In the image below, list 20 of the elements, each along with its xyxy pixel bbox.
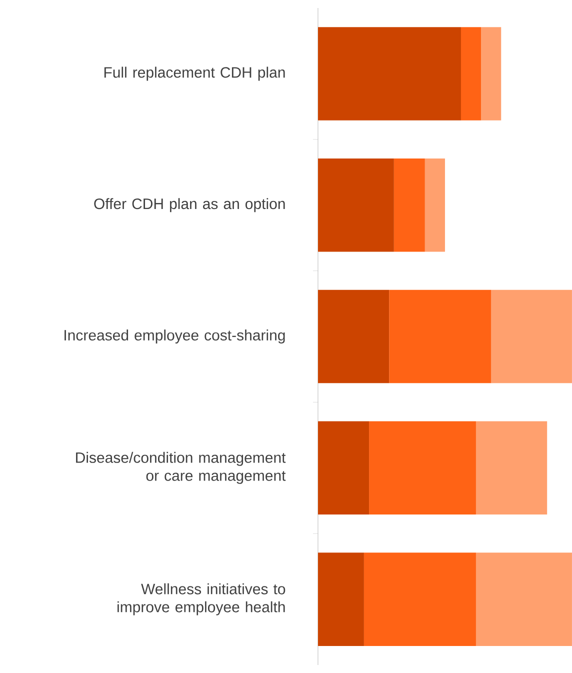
bar [318,290,390,384]
bar [318,27,461,120]
bar [364,552,476,646]
y-tick-label: Disease/condition management or care management [76,452,286,484]
y-tick-label: Offer CDH plan as an option [94,198,285,212]
bar [369,421,476,515]
bar [424,158,445,252]
y-tick-label: Increased employee cost-sharing [64,330,285,344]
y-tick-label: Full replacement CDH plan [104,66,285,81]
bar [476,552,572,646]
bar [460,27,482,120]
bar [318,158,394,252]
bar [394,158,425,252]
bar [318,421,370,515]
bar [491,290,572,384]
bar [389,290,492,384]
bar [476,421,548,515]
bar [481,27,502,120]
y-tick-label: Wellness initiatives to improve employee health [118,583,286,616]
bar [318,552,364,646]
